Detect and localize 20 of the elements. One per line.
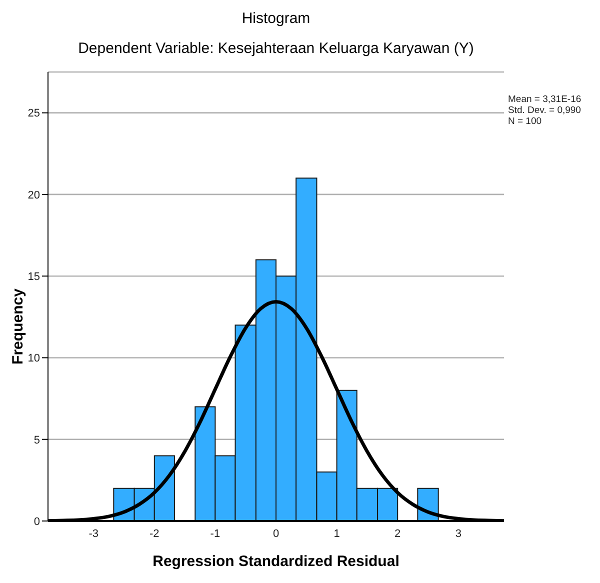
- y-axis-title: Frequency: [10, 288, 26, 366]
- x-tick-label: -3: [88, 528, 98, 540]
- y-tick-label: 0: [34, 516, 40, 528]
- text: Mean = 3,31E-16: [508, 94, 582, 105]
- x-tick-label: -1: [210, 528, 220, 540]
- chart-title: Histogram: [240, 10, 312, 27]
- y-tick-label: 10: [28, 352, 40, 365]
- x-tick-label: 2: [394, 528, 401, 540]
- x-tick-label: -2: [150, 528, 160, 540]
- x-tick-label: 0: [272, 528, 280, 540]
- x-axis-title: Regression Standardized Residual: [152, 553, 400, 570]
- x-tick-label: 1: [334, 528, 340, 540]
- y-tick-label: 25: [28, 108, 40, 120]
- chart-subtitle: Dependent Variable: Kesejahteraan Keluarga Karyawan (Y): [77, 40, 475, 57]
- y-tick-label: 5: [34, 434, 40, 446]
- y-tick-label: 20: [28, 189, 40, 202]
- text: N = 100: [508, 116, 543, 127]
- y-tick-label: 15: [28, 270, 40, 283]
- x-tick-label: 3: [455, 528, 462, 540]
- text: Std. Dev. = 0,990: [508, 105, 582, 116]
